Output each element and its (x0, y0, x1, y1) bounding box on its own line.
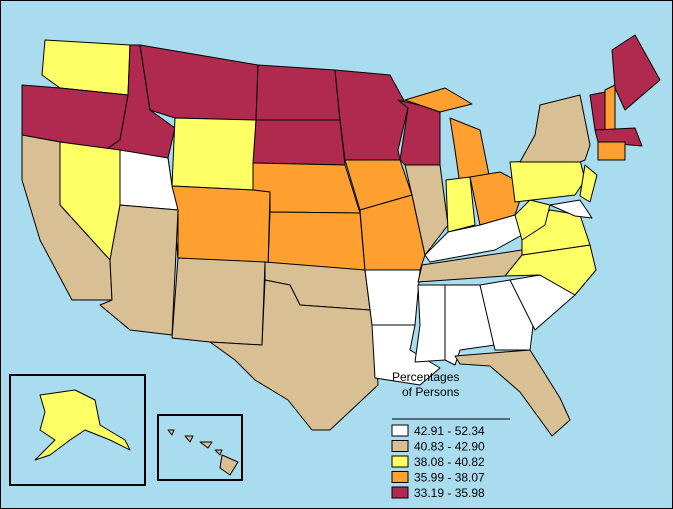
legend-label: 33.19 - 35.98 (414, 486, 485, 500)
legend-title: of Persons (402, 385, 459, 399)
state (604, 84, 616, 131)
state (404, 87, 473, 113)
state (514, 199, 551, 241)
state (404, 164, 449, 256)
state (214, 449, 223, 456)
state (171, 257, 266, 346)
legend-label: 35.99 - 38.07 (414, 471, 485, 485)
state (454, 349, 571, 437)
state (184, 435, 194, 443)
state (445, 176, 476, 233)
state (334, 69, 409, 161)
state (371, 324, 441, 386)
state (359, 194, 426, 271)
state (579, 164, 598, 203)
state (267, 211, 366, 271)
state (34, 389, 131, 461)
state (597, 141, 626, 161)
legend-swatch (391, 424, 409, 437)
state (171, 117, 257, 191)
legend-swatch (391, 455, 409, 468)
state (219, 454, 239, 476)
state (414, 284, 446, 363)
state (364, 269, 421, 326)
state (519, 94, 591, 163)
legend-label: 40.83 - 42.90 (414, 440, 485, 454)
legend-swatch (391, 486, 409, 499)
state (255, 64, 341, 121)
state (167, 429, 175, 436)
legend-swatch (391, 471, 409, 483)
state (99, 204, 179, 336)
state (611, 34, 661, 111)
state (199, 441, 213, 449)
legend-label: 38.08 - 40.82 (414, 455, 485, 469)
legend-swatch (391, 440, 409, 452)
state (171, 185, 271, 269)
state (252, 119, 346, 166)
state (209, 279, 379, 431)
legend-title: Percentages (392, 370, 459, 384)
legend: Percentages of Persons 42.91 - 52.34 40.8… (391, 370, 510, 500)
state (549, 199, 593, 219)
legend-label: 42.91 - 52.34 (414, 424, 485, 438)
